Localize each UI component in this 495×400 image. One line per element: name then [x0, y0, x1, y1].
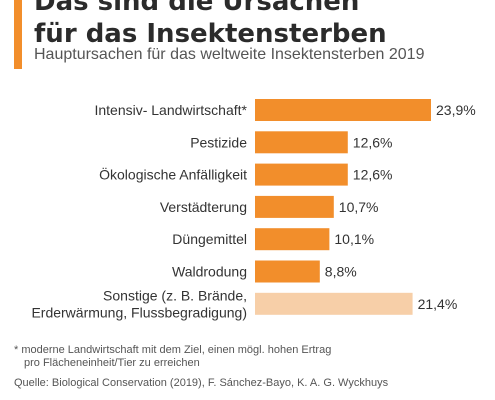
category-label: Ökologische Anfälligkeit [99, 166, 247, 183]
title-accent-bar [14, 0, 22, 69]
source-note: Quelle: Biological Conservation (2019), … [14, 377, 389, 389]
footnote: * moderne Landwirtschaft mit dem Ziel, e… [14, 344, 331, 370]
value-label: 10,7% [339, 199, 379, 215]
bar [255, 195, 334, 218]
value-label: 8,8% [325, 264, 357, 280]
bar [255, 99, 431, 121]
chart-subtitle: Hauptursachen für das weltweite Insekten… [34, 46, 425, 63]
chart-title-line-1: Das sind die Ursachen [34, 0, 360, 17]
value-label: 12,6% [353, 134, 393, 150]
footnote-line-1: * moderne Landwirtschaft mit dem Ziel, e… [14, 344, 332, 356]
chart-title: Das sind die Ursachen für das Insektenst… [34, 0, 387, 50]
bar [255, 228, 330, 251]
category-label: Düngemittel [172, 231, 247, 247]
bar [255, 131, 348, 154]
category-label: Sonstige (z. B. Brände, Erderwärmung, Flu… [31, 287, 247, 320]
value-label: 10,1% [334, 231, 374, 247]
category-label: Verstädterung [160, 199, 247, 215]
footnote-line-2: pro Flächeneinheit/Tier zu erreichen [24, 357, 200, 369]
category-label: Intensiv- Landwirtschaft* [94, 102, 247, 118]
value-label: 21,4% [418, 296, 458, 312]
chart-title-line-2: für das Insektensterben [34, 19, 387, 49]
value-label: 12,6% [353, 167, 393, 183]
bar [255, 260, 320, 283]
bar [255, 163, 348, 186]
category-label: Waldrodung [172, 264, 247, 280]
category-label: Pestizide [190, 134, 247, 150]
bar-chart: Intensiv- Landwirtschaft* 23,9% Pestizide 1… [31, 99, 476, 320]
bar [255, 292, 413, 315]
value-label: 23,9% [436, 102, 476, 118]
